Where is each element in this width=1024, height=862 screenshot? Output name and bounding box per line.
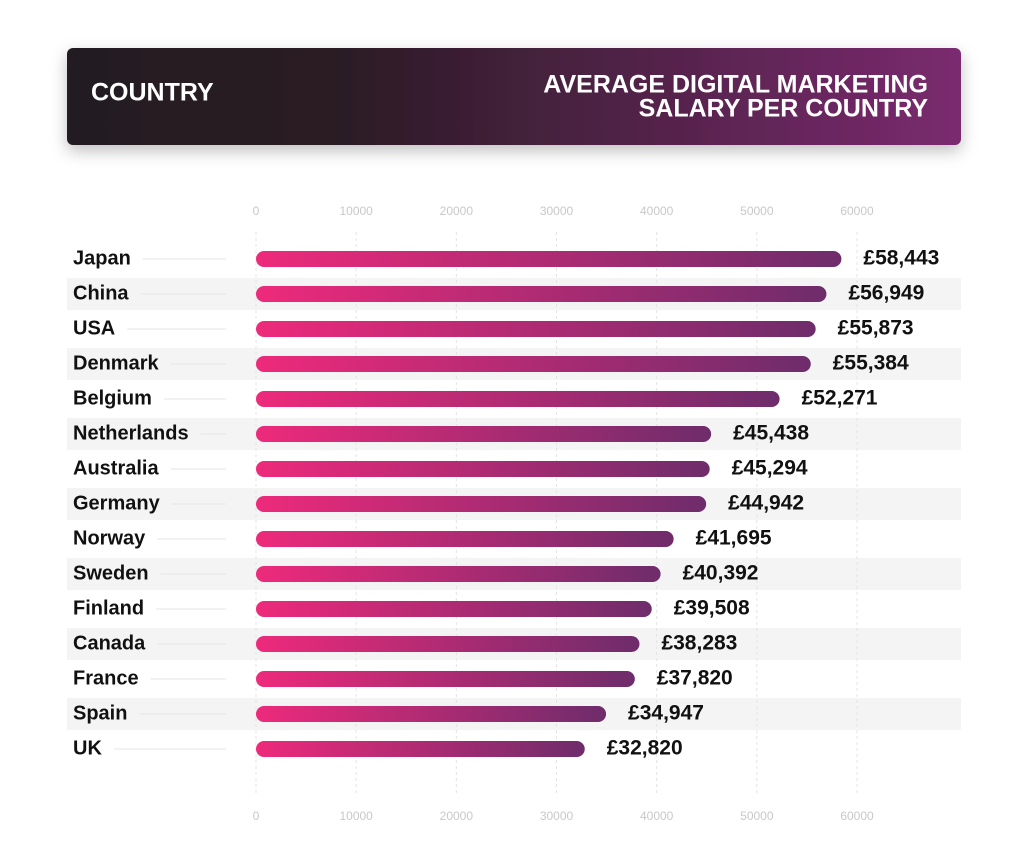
value-label: £32,820 — [607, 737, 683, 760]
bar — [256, 496, 707, 512]
y-tick-label: Netherlands — [73, 422, 189, 444]
y-tick-label: Denmark — [73, 352, 159, 374]
value-label: £39,508 — [674, 597, 750, 620]
header-box — [67, 48, 961, 145]
x-tick-label: 30000 — [540, 204, 574, 218]
y-tick-label: Spain — [73, 702, 127, 724]
y-tick-label: Finland — [73, 597, 144, 619]
y-tick-label: Belgium — [73, 387, 152, 409]
value-label: £37,820 — [657, 667, 733, 690]
bar — [256, 601, 652, 617]
y-tick-label: Germany — [73, 492, 161, 514]
value-label: £56,949 — [848, 282, 924, 305]
bar — [256, 356, 811, 372]
value-label: £52,271 — [802, 387, 878, 410]
chart-title: SALARY PER COUNTRY — [639, 95, 929, 123]
bar — [256, 531, 674, 547]
x-tick-label: 40000 — [640, 809, 674, 823]
x-tick-label: 50000 — [740, 809, 774, 823]
value-label: £45,438 — [733, 422, 809, 445]
value-label: £44,942 — [728, 492, 804, 515]
bar — [256, 671, 635, 687]
x-tick-label: 50000 — [740, 204, 774, 218]
y-tick-label: France — [73, 667, 139, 689]
y-tick-label: USA — [73, 317, 115, 339]
category-header: COUNTRY — [91, 79, 214, 107]
value-label: £38,283 — [661, 632, 737, 655]
bar — [256, 426, 712, 442]
value-label: £34,947 — [628, 702, 704, 725]
y-tick-label: Canada — [73, 632, 146, 654]
y-tick-label: China — [73, 282, 129, 304]
y-tick-label: Norway — [73, 527, 146, 549]
y-tick-label: Sweden — [73, 562, 149, 584]
chart-title: AVERAGE DIGITAL MARKETING — [543, 71, 928, 99]
bar — [256, 741, 585, 757]
value-label: £55,384 — [833, 352, 909, 375]
bar — [256, 706, 607, 722]
x-tick-label: 10000 — [339, 809, 373, 823]
y-tick-label: Australia — [73, 457, 159, 479]
x-tick-label: 30000 — [540, 809, 574, 823]
value-label: £41,695 — [696, 527, 772, 550]
value-label: £40,392 — [683, 562, 759, 585]
bar — [256, 636, 640, 652]
x-tick-label: 0 — [253, 204, 260, 218]
bar — [256, 321, 816, 337]
y-tick-label: Japan — [73, 247, 131, 269]
x-tick-label: 0 — [253, 809, 260, 823]
x-tick-label: 20000 — [440, 204, 474, 218]
bar — [256, 461, 710, 477]
bar — [256, 286, 827, 302]
y-tick-label: UK — [73, 737, 102, 759]
value-label: £58,443 — [863, 247, 939, 270]
x-tick-label: 60000 — [840, 204, 874, 218]
bar — [256, 566, 661, 582]
value-label: £45,294 — [732, 457, 808, 480]
x-tick-label: 40000 — [640, 204, 674, 218]
x-tick-label: 10000 — [339, 204, 373, 218]
value-label: £55,873 — [838, 317, 914, 340]
bar — [256, 391, 780, 407]
bar — [256, 251, 842, 267]
x-tick-label: 20000 — [440, 809, 474, 823]
x-tick-label: 60000 — [840, 809, 874, 823]
